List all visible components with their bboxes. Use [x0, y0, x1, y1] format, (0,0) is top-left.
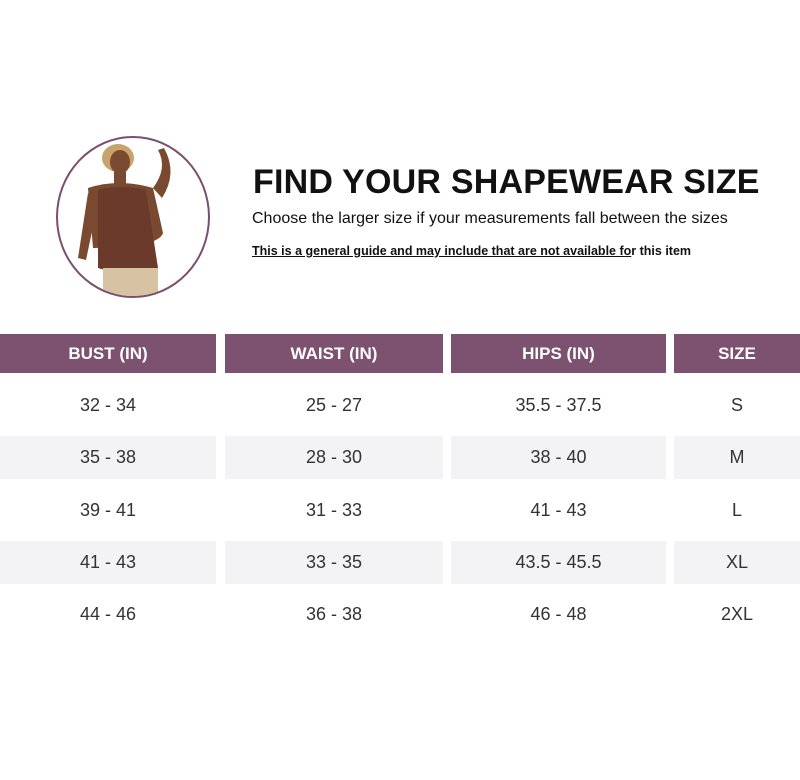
- table-cell-size: M: [674, 436, 800, 480]
- column-header-size: SIZE: [674, 334, 800, 373]
- table-cell-hips: 41 - 43: [530, 499, 587, 520]
- table-cell-hips: 35.5 - 37.5: [515, 395, 602, 415]
- column-header-waist: WAIST (IN): [225, 334, 443, 373]
- page-title: FIND YOUR SHAPEWEAR SIZE: [253, 163, 760, 201]
- column-header-hips: HIPS (IN): [451, 334, 666, 373]
- table-cell-waist: 25 - 27: [305, 395, 363, 415]
- table-cell-bust: 35 - 38: [0, 436, 216, 480]
- table-cell-bust: 41 - 43: [0, 540, 216, 584]
- table-cell-bust: 32 - 34: [79, 395, 137, 415]
- table-cell-bust: 44 - 46: [79, 604, 137, 625]
- table-cell-waist: 31 - 33: [305, 499, 363, 520]
- table-cell-bust: 39 - 41: [79, 499, 137, 520]
- table-cell-size: S: [730, 395, 743, 415]
- subtitle: Choose the larger size if your measureme…: [252, 210, 728, 227]
- table-cell-waist: 33 - 35: [225, 540, 443, 584]
- model-photo: [56, 136, 210, 298]
- guide-note: This is a general guide and may include …: [252, 244, 691, 258]
- model-illustration: [78, 144, 171, 296]
- table-cell-waist: 28 - 30: [225, 436, 443, 480]
- column-header-bust: BUST (IN): [0, 334, 216, 373]
- table-cell-hips: 46 - 48: [530, 604, 587, 625]
- table-cell-size: 2XL: [720, 604, 754, 625]
- table-cell-size: L: [731, 499, 742, 520]
- table-cell-size: XL: [674, 540, 800, 584]
- table-cell-hips: 43.5 - 45.5: [451, 540, 666, 584]
- table-cell-hips: 38 - 40: [451, 436, 666, 480]
- table-cell-waist: 36 - 38: [305, 604, 363, 625]
- guide-note-underlined: This is a general guide and may include …: [252, 244, 632, 258]
- guide-note-rest: r this item: [631, 244, 692, 258]
